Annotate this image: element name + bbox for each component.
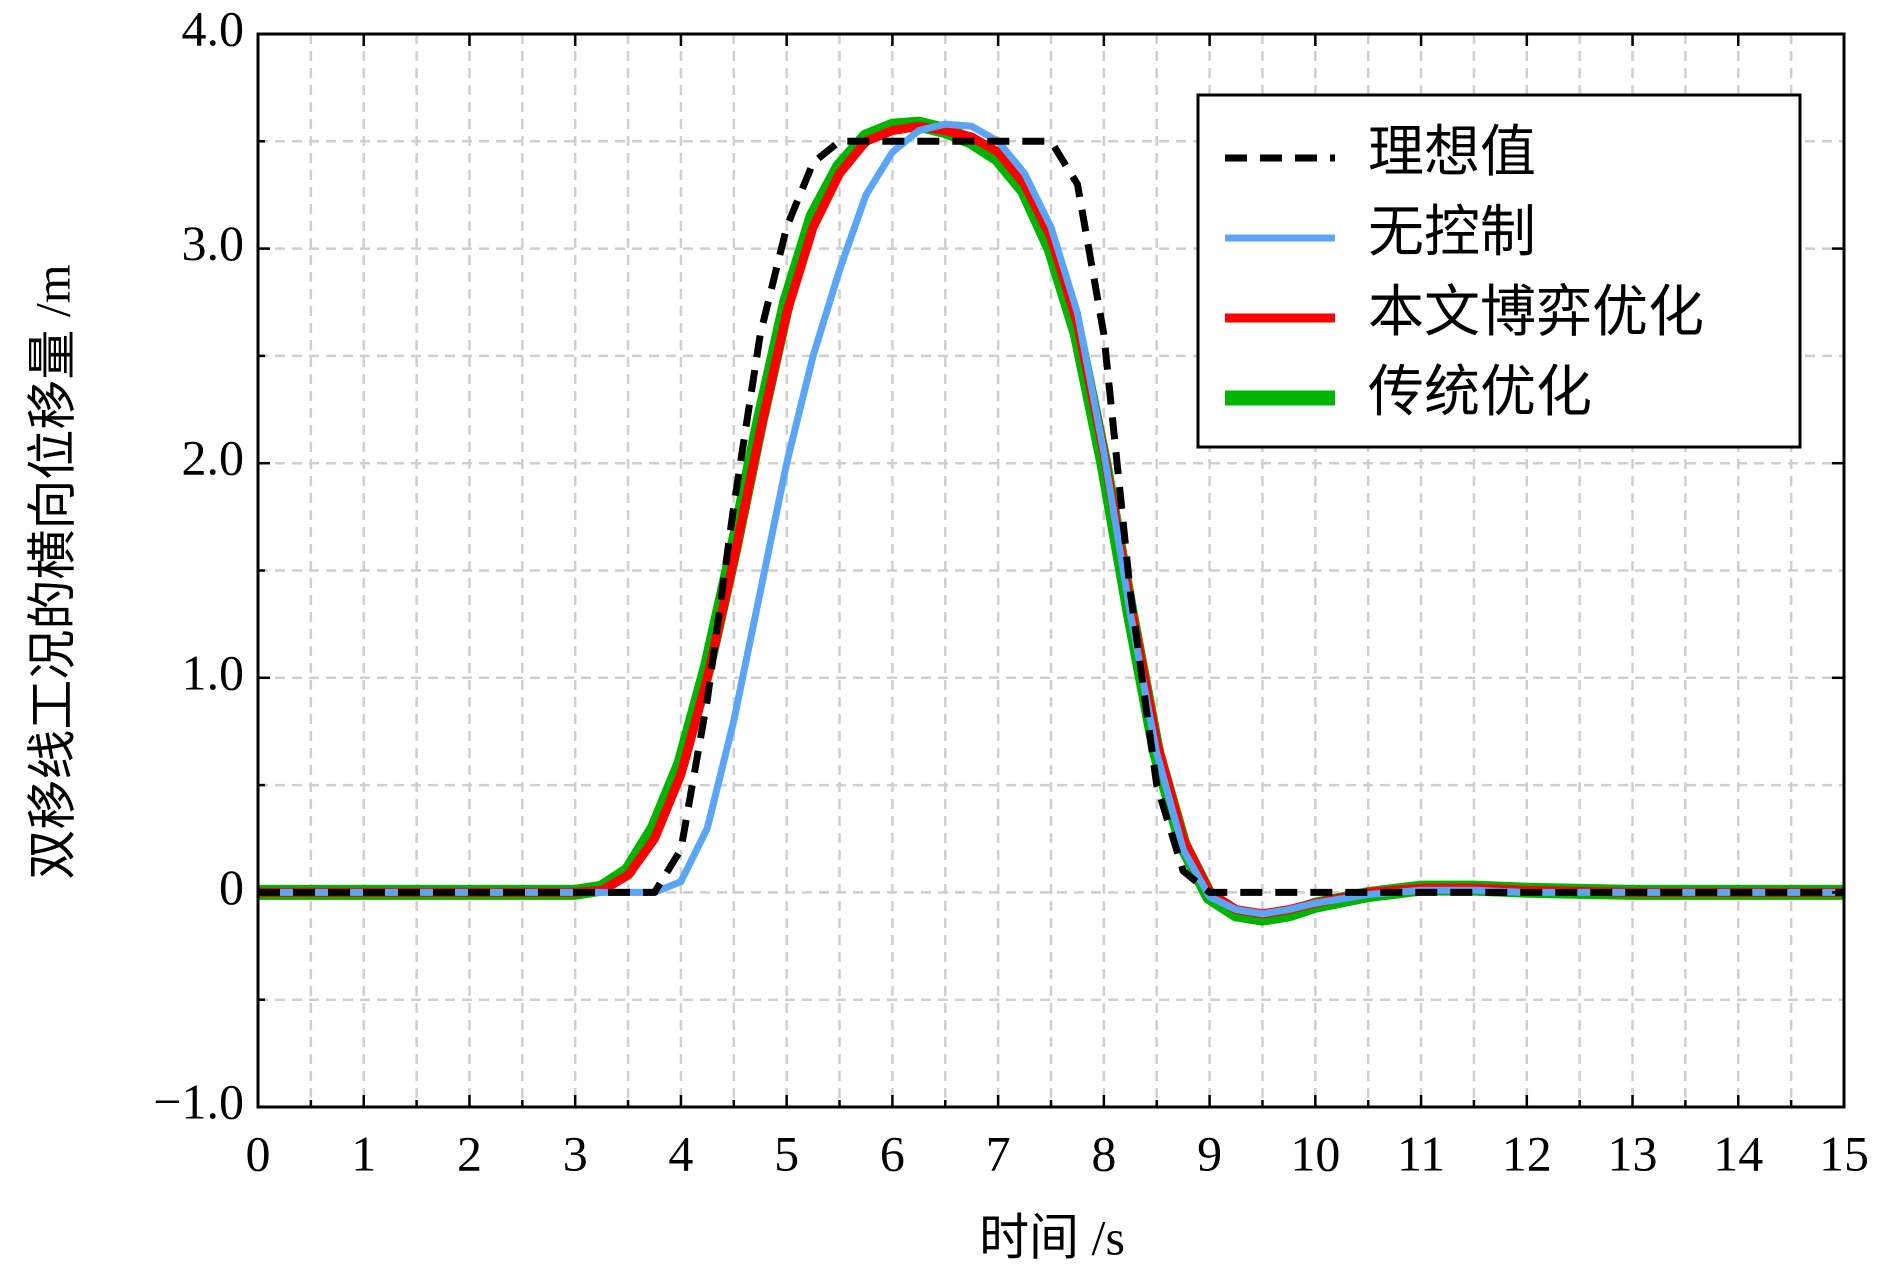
legend-label: 无控制 [1368,202,1536,264]
x-axis-label: 时间 /s [979,1209,1125,1265]
legend-label: 理想值 [1368,122,1536,184]
x-tick-label: 8 [1091,1125,1116,1181]
x-tick-label: 10 [1290,1125,1340,1181]
x-tick-label: 1 [351,1125,376,1181]
x-tick-label: 4 [668,1125,693,1181]
legend-label: 传统优化 [1368,362,1592,424]
x-tick-label: 5 [774,1125,799,1181]
x-tick-label: 12 [1502,1125,1552,1181]
x-tick-label: 3 [563,1125,588,1181]
x-tick-label: 6 [880,1125,905,1181]
legend-frame [1196,93,1802,449]
y-tick-label: 1.0 [182,644,245,700]
x-tick-label: 11 [1397,1125,1445,1181]
x-tick-label: 15 [1819,1125,1869,1181]
y-tick-label: 3.0 [182,215,245,271]
legend-label: 本文博弈优化 [1368,282,1704,344]
x-tick-label: 13 [1608,1125,1658,1181]
x-tick-label: 9 [1197,1125,1222,1181]
x-tick-label: 2 [457,1125,482,1181]
y-tick-label: −1.0 [153,1073,244,1129]
x-tick-label: 7 [986,1125,1011,1181]
x-tick-label: 0 [246,1125,271,1181]
y-tick-label: 0 [219,859,244,915]
y-axis-label: 双移线工况的横向位移量 /m [24,264,80,879]
y-tick-label: 4.0 [182,0,245,56]
x-tick-label: 14 [1713,1125,1763,1181]
y-tick-label: 2.0 [182,430,245,486]
series-line [258,137,1844,896]
